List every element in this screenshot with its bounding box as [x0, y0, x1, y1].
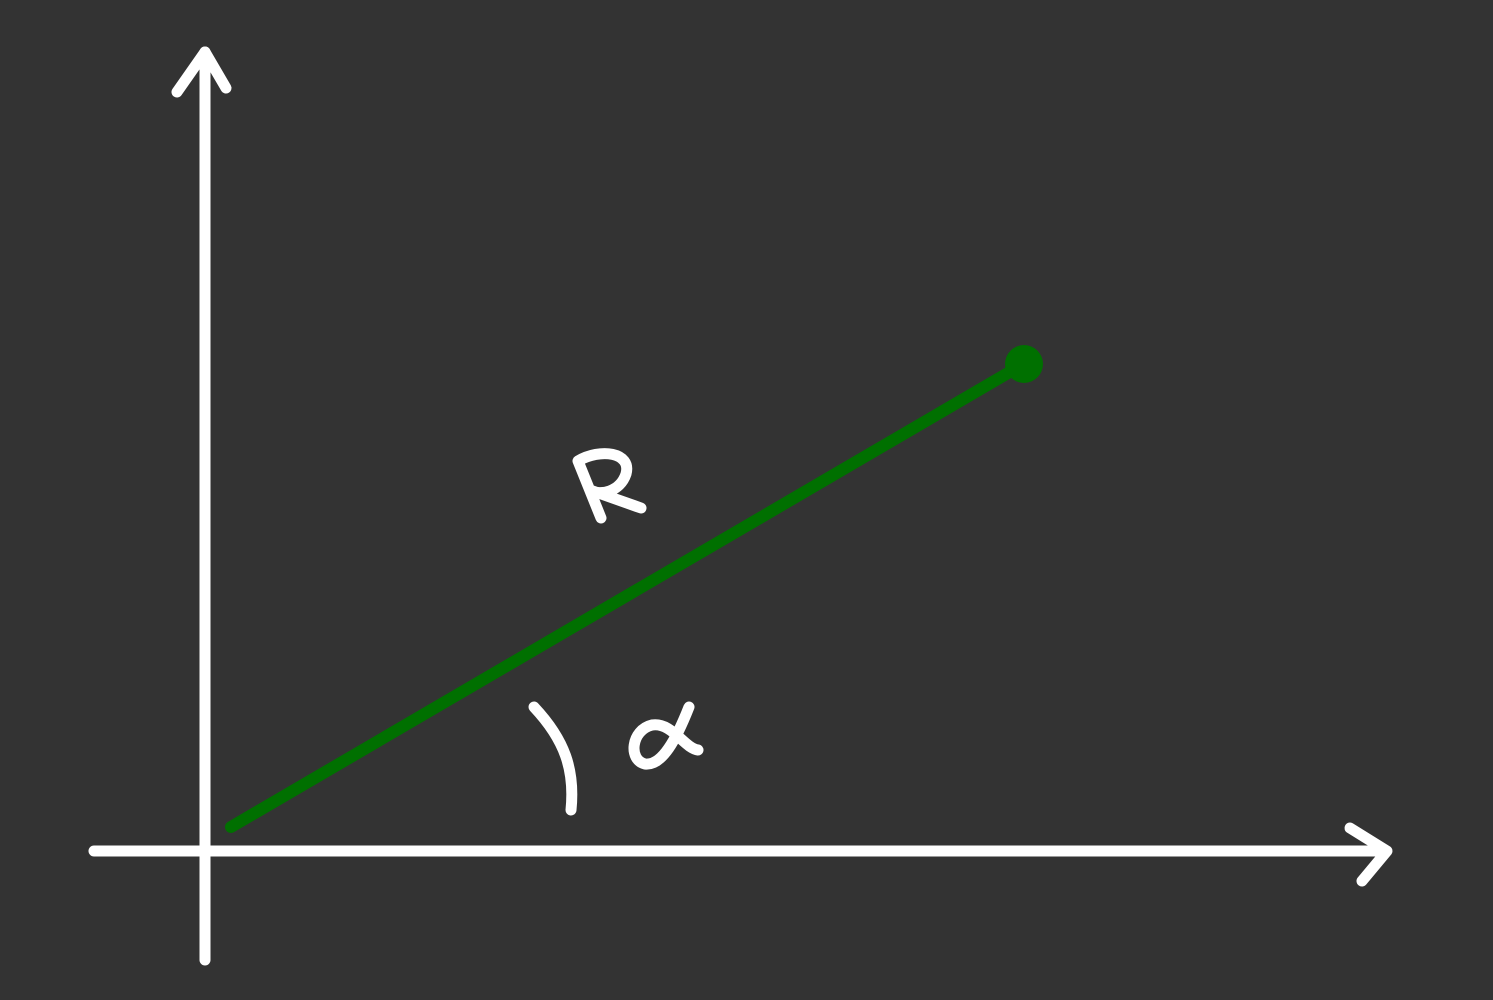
angle-label: α	[628, 701, 704, 770]
y-axis	[171, 46, 232, 966]
angle-arc	[528, 701, 578, 816]
vector-label: R	[572, 448, 647, 524]
vector-r-line	[225, 360, 1026, 833]
vector-label-glyph	[572, 448, 647, 524]
y-axis-arrowhead	[171, 46, 232, 98]
vector-r-endpoint	[1005, 345, 1043, 383]
x-axis	[88, 822, 1393, 887]
vector-r	[225, 345, 1043, 833]
x-axis-arrowhead	[1344, 822, 1393, 887]
angle-label-glyph	[628, 701, 704, 770]
